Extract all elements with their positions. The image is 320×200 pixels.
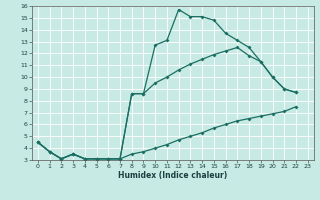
X-axis label: Humidex (Indice chaleur): Humidex (Indice chaleur)	[118, 171, 228, 180]
